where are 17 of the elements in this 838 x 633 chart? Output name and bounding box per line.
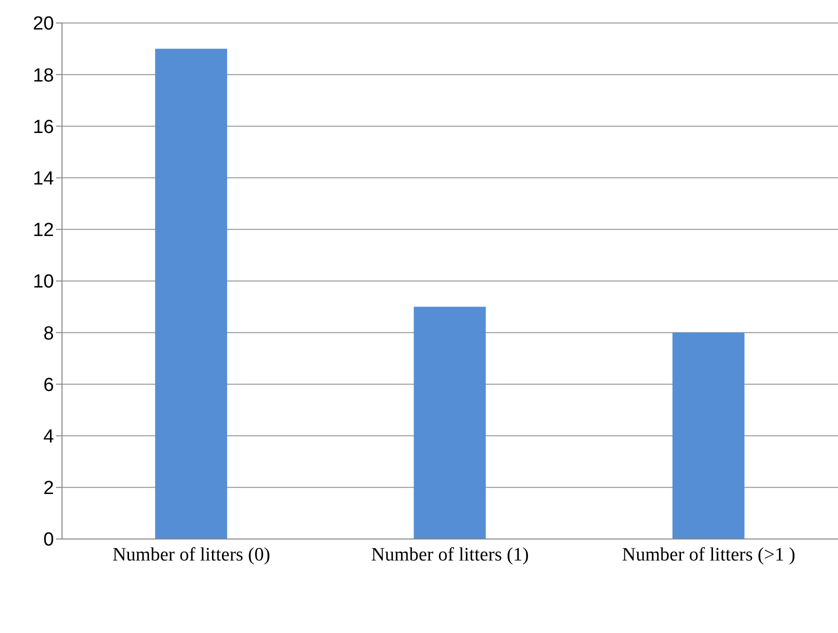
y-tick-label: 10 [32, 272, 54, 293]
bar [672, 332, 744, 539]
y-tick-label: 0 [43, 530, 54, 551]
x-tick-label: Number of litters (0) [112, 544, 270, 566]
y-tick-label: 14 [32, 168, 54, 190]
y-tick-label: 16 [32, 116, 54, 138]
bar [155, 48, 228, 539]
y-tick-label: 8 [43, 323, 54, 344]
bar [414, 306, 486, 539]
x-tick-label: Number of litters (>1 ) [622, 544, 796, 566]
y-tick-label: 12 [32, 220, 54, 242]
y-tick-label: 20 [32, 14, 54, 35]
x-tick-label: Number of litters (1) [371, 544, 529, 566]
y-tick-label: 4 [43, 426, 54, 448]
y-tick-label: 18 [32, 65, 54, 86]
y-tick-label: 2 [43, 478, 54, 500]
y-tick-label: 6 [43, 374, 54, 396]
